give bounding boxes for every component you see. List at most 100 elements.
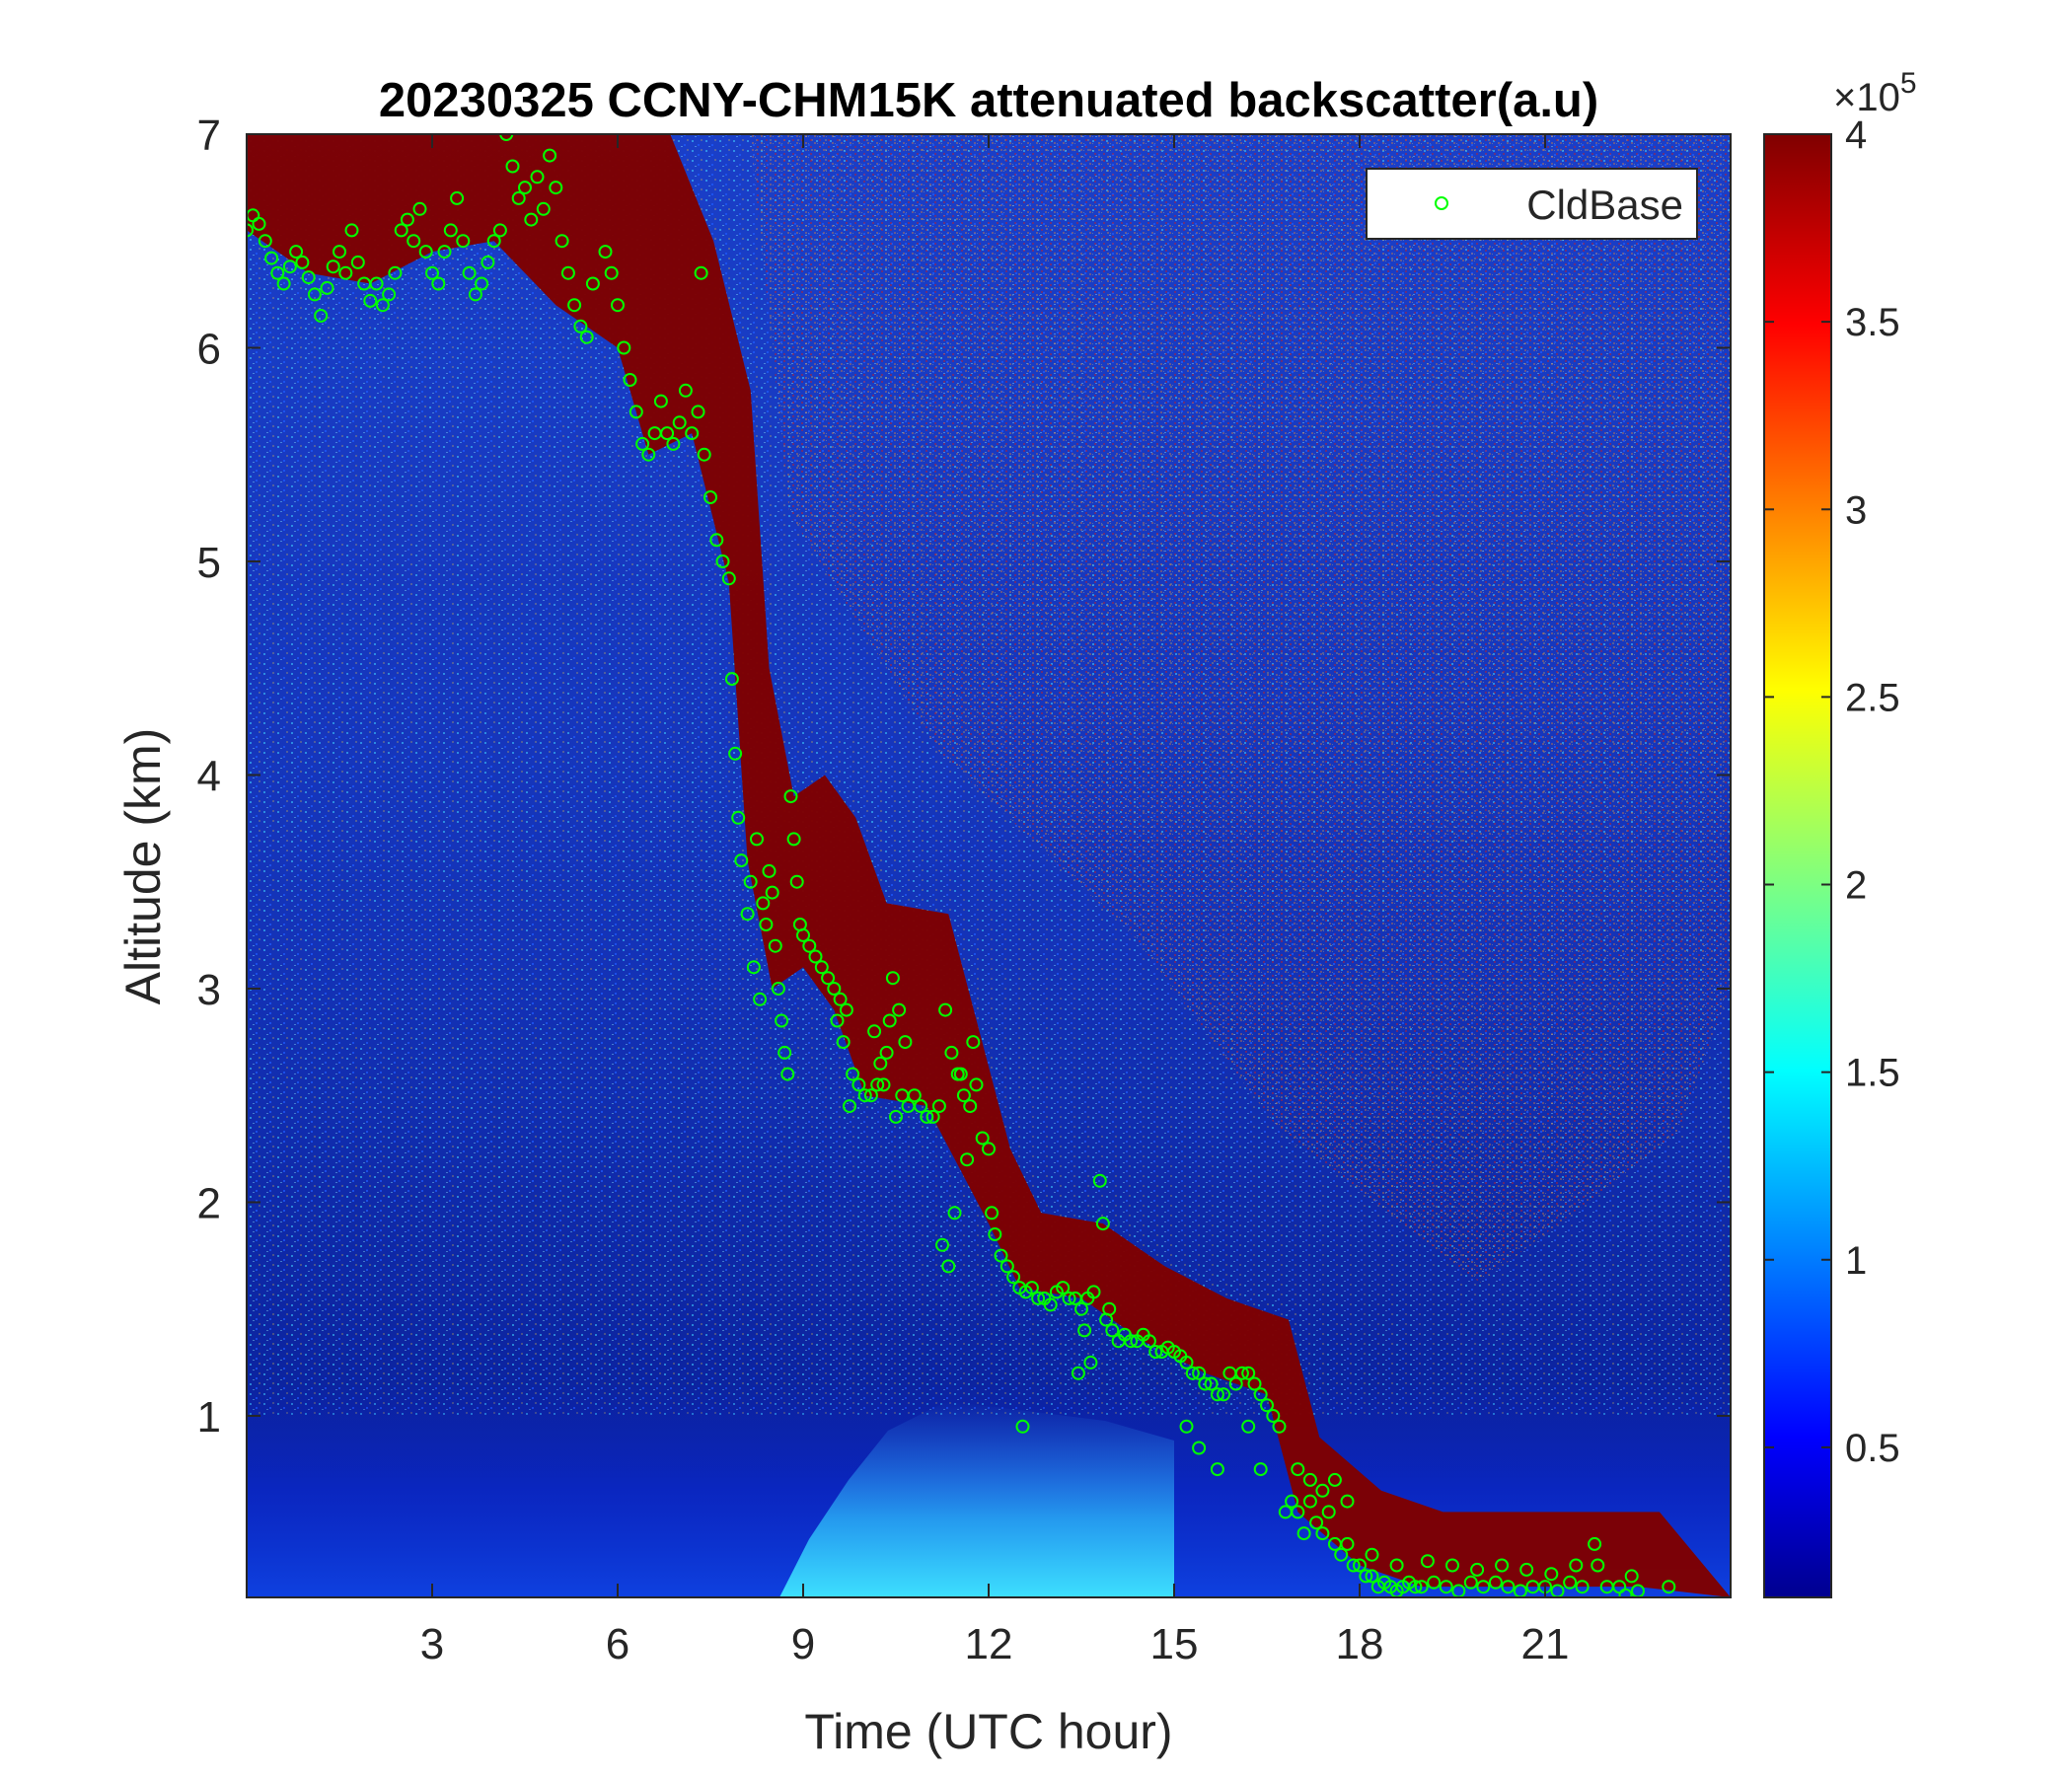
cldbase-point (771, 982, 785, 996)
cldbase-point (925, 1109, 940, 1124)
cldbase-point (694, 265, 708, 280)
cldbase-point (999, 1259, 1014, 1274)
cldbase-point (935, 1237, 949, 1252)
cldbase-point (672, 415, 687, 430)
y-tick-label: 1 (197, 1393, 221, 1442)
cldbase-point (882, 1013, 897, 1028)
cldbase-point (598, 245, 613, 259)
cldbase-point (1488, 1575, 1503, 1590)
cldbase-point (443, 223, 458, 238)
cldbase-point (966, 1035, 981, 1050)
cldbase-point (1495, 1558, 1510, 1573)
x-ticks: 3 6 9 12 15 18 21 (420, 134, 1569, 1668)
y-ticks: 1 2 3 4 5 6 7 (197, 111, 1731, 1442)
cldbase-point (759, 918, 774, 931)
cldbase-point (388, 265, 403, 280)
colorbar-exponent-power: 5 (1900, 67, 1917, 100)
cldbase-point (333, 245, 346, 259)
cldbase-point (851, 1077, 866, 1092)
cldbase-point (1291, 1505, 1305, 1519)
cldbase-point (715, 555, 730, 568)
cldbase-point (830, 1013, 845, 1028)
cldbase-point (1470, 1562, 1485, 1577)
cldbase-point (885, 971, 900, 986)
cldbase-point (247, 223, 254, 238)
cldbase-point (750, 832, 764, 847)
cldbase-point (1569, 1558, 1584, 1573)
cldbase-point (1340, 1494, 1355, 1509)
cldbase-point (1291, 1462, 1305, 1477)
cldbase-point (1210, 1387, 1224, 1402)
cldbase-point (1427, 1575, 1442, 1590)
cldbase-point (1241, 1366, 1256, 1380)
x-tick-label: 6 (606, 1620, 629, 1668)
cldbase-point (691, 405, 705, 419)
cldbase-point (666, 436, 681, 451)
y-axis: 1 2 3 4 5 6 7 Altitude (km) (115, 111, 1731, 1442)
cldbase-point (956, 1088, 971, 1103)
clear-sky-noise-region (750, 134, 1731, 1283)
cldbase-point (524, 212, 539, 227)
cldbase-point (1624, 1569, 1639, 1584)
cldbase-point (1340, 1536, 1355, 1551)
cldbase-point (1142, 1334, 1156, 1349)
cldbase-point (258, 234, 272, 249)
cldbase-point (731, 810, 746, 825)
cldbase-point (1575, 1580, 1590, 1594)
cldbase-point (709, 533, 724, 548)
colorbar-tick-label: 1 (1845, 1239, 1867, 1283)
legend-marker-cldbase (1435, 196, 1448, 210)
y-tick-label: 3 (197, 966, 221, 1014)
cldbase-point (1365, 1569, 1379, 1584)
cldbase-point (1071, 1366, 1085, 1380)
cldbase-point (295, 255, 310, 269)
x-tick-label: 18 (1336, 1620, 1384, 1668)
cldbase-point (994, 1248, 1008, 1263)
cldbase-point (1192, 1366, 1207, 1380)
cldbase-point (1234, 1366, 1249, 1380)
cldbase-point (1148, 1345, 1163, 1359)
cldbase-point (629, 405, 643, 419)
cldbase-point (808, 949, 823, 964)
cldbase-point (802, 938, 817, 953)
cldbase-point (944, 1045, 959, 1060)
cldbase-point (1285, 1494, 1299, 1509)
cldbase-point (1124, 1334, 1139, 1349)
cldbase-point (543, 148, 557, 163)
cldbase-point (777, 1045, 792, 1060)
y-axis-label: Altitude (km) (115, 728, 171, 1005)
colorbar-tick-label: 1.5 (1845, 1052, 1900, 1095)
cldbase-point (289, 245, 304, 259)
cldbase-point (836, 1035, 851, 1050)
cldbase-point (481, 255, 495, 269)
cldbase-point (775, 1013, 789, 1028)
cldbase-point (963, 1099, 978, 1114)
cldbase-point (1102, 1301, 1117, 1316)
cldbase-point (746, 960, 761, 975)
cldbase-point (876, 1077, 891, 1092)
cldbase-point (604, 265, 619, 280)
cldbase-point (567, 298, 582, 313)
cldbase-point (468, 287, 482, 302)
cldbase-point (1210, 1462, 1224, 1477)
cldbase-point (549, 181, 563, 195)
cldbase-point (768, 938, 782, 953)
cldbase-point (1591, 1558, 1605, 1573)
colorbar-tick-label: 4 (1845, 113, 1867, 157)
cldbase-point (1296, 1526, 1311, 1541)
cldbase-point (889, 1109, 903, 1124)
cldbase-point (1618, 1588, 1633, 1597)
cldbase-point (931, 1099, 946, 1114)
cldbase-point (573, 319, 588, 333)
cldbase-point (382, 287, 397, 302)
cldbase-point (270, 265, 285, 280)
cldbase-point (1031, 1291, 1046, 1305)
cldbase-point (988, 1227, 1002, 1241)
cldbase-point (985, 1206, 999, 1221)
cldbase-point (623, 373, 637, 387)
cldbase-point (1309, 1516, 1324, 1530)
cldbase-point (1544, 1567, 1559, 1582)
cldbase-point (789, 874, 804, 889)
cldbase-point (1086, 1285, 1101, 1299)
cldbase-point (685, 426, 700, 441)
